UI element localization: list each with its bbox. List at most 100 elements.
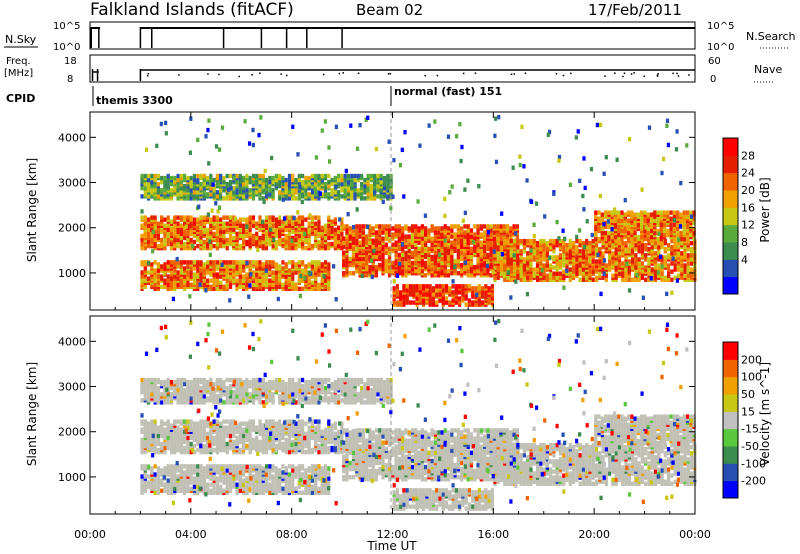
power-cell [199, 215, 203, 220]
velocity-cell [153, 437, 157, 443]
power-cell [345, 228, 349, 233]
power-cell [585, 253, 589, 258]
beam-title: Beam 02 [356, 1, 423, 19]
power-cell [473, 224, 477, 229]
power-cell [464, 284, 468, 289]
power-cell [307, 262, 311, 267]
power-cell [450, 228, 454, 233]
power-cell [519, 238, 523, 244]
power-cell [503, 238, 507, 244]
velocity-cell [143, 449, 147, 455]
power-cell [317, 260, 321, 265]
power-cell [274, 221, 278, 226]
power-cell [408, 284, 413, 289]
power-cell [395, 273, 400, 278]
power-cell [291, 235, 295, 241]
power-cell [337, 173, 341, 179]
power-cell [284, 215, 288, 220]
power-cell [232, 260, 236, 265]
power-cell [173, 260, 177, 265]
power-cell [407, 248, 411, 254]
power-cell [381, 236, 385, 241]
power-cell [672, 214, 677, 219]
power-cell [454, 284, 458, 289]
power-cell [248, 175, 252, 181]
power-cell [463, 260, 467, 265]
power-cell [451, 290, 455, 295]
power-cell [492, 230, 497, 235]
power-cell [506, 238, 510, 244]
power-cell [453, 240, 457, 245]
power-cell [484, 290, 488, 295]
power-cell [205, 227, 210, 233]
power-cell [581, 277, 586, 282]
nave-dot [387, 73, 390, 75]
power-cell [460, 226, 464, 231]
power-cell [340, 217, 344, 222]
cpid-mode-1: themis 3300 [96, 94, 173, 107]
power-cell [222, 284, 226, 289]
power-cell [420, 240, 424, 245]
nsearch-label: N.Search [746, 30, 796, 43]
power-cell [268, 192, 272, 197]
power-cell [342, 224, 346, 229]
power-cell [337, 225, 341, 230]
power-cell [344, 168, 348, 174]
power-cell [431, 292, 436, 297]
power-cell [597, 216, 601, 221]
power-cell [404, 260, 408, 266]
power-cell [242, 260, 246, 265]
power-cell [516, 238, 520, 244]
power-cell [196, 173, 200, 179]
nave-dot [259, 72, 261, 74]
power-cell [476, 258, 480, 264]
power-cell [209, 278, 213, 283]
power-cell [229, 186, 233, 191]
power-cell [327, 235, 331, 241]
power-cell [520, 124, 524, 130]
power-cell [327, 266, 331, 271]
power-cell [212, 264, 216, 269]
power-cell [562, 245, 566, 250]
power-cell [400, 242, 405, 247]
power-cell [300, 272, 305, 277]
power-cell [621, 271, 625, 276]
power-cell [247, 294, 251, 299]
power-cell [463, 264, 467, 270]
power-cell [242, 223, 246, 228]
power-cell [268, 260, 272, 265]
power-cell [327, 173, 331, 179]
power-cell [242, 217, 246, 222]
power-cell [278, 190, 282, 195]
power-cell [601, 251, 605, 256]
power-cell [242, 194, 246, 199]
power-cell [300, 286, 305, 292]
power-cell [365, 266, 369, 272]
power-cell [667, 263, 671, 268]
power-cell [337, 235, 341, 241]
power-cell [374, 240, 379, 245]
power-cell [482, 224, 487, 229]
power-cell [509, 267, 513, 272]
power-cell [428, 296, 432, 301]
power-cell [509, 261, 513, 266]
power-cell [391, 232, 395, 237]
power-cell [282, 216, 287, 221]
power-cell [635, 273, 639, 278]
power-cell [379, 179, 383, 185]
power-cell [399, 294, 403, 299]
power-cell [599, 122, 603, 128]
power-cell [644, 242, 648, 248]
power-cell [591, 277, 595, 282]
power-cell [575, 249, 579, 254]
power-cell [215, 194, 219, 199]
power-cell [398, 162, 403, 168]
power-cell [222, 188, 226, 193]
power-cell [189, 192, 193, 197]
power-cell [397, 256, 401, 262]
power-cell [284, 233, 288, 239]
power-cell [284, 262, 288, 267]
power-cell [506, 255, 510, 260]
power-cell [151, 249, 155, 254]
power-cell [261, 278, 265, 283]
